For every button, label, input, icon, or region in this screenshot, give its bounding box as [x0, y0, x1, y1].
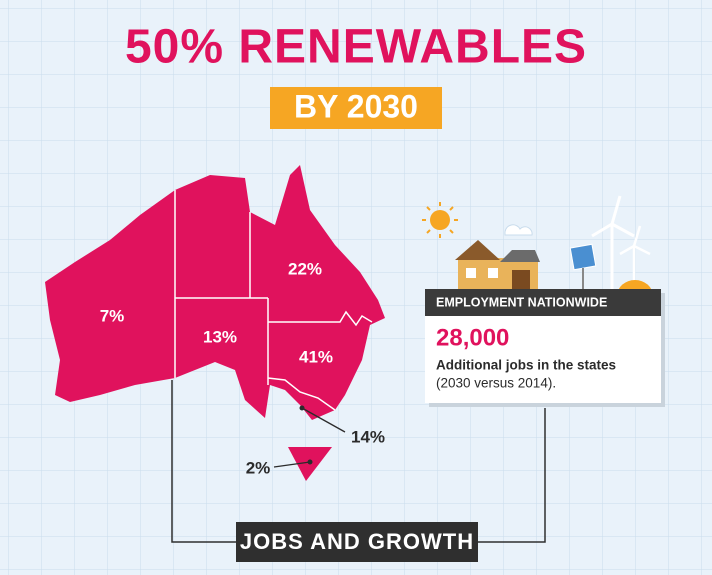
leader-line	[273, 461, 311, 468]
leader-dot	[307, 459, 313, 465]
state-label: 2%	[246, 458, 271, 477]
state-borders	[174, 190, 373, 411]
card-figure: 28,000	[436, 324, 509, 351]
leader-dot	[299, 405, 305, 411]
title: 50% RENEWABLES	[125, 21, 587, 74]
connector	[478, 408, 546, 543]
card-heading: EMPLOYMENT NATIONWIDE	[436, 295, 607, 309]
state-label: 41%	[299, 347, 333, 366]
leader-line	[301, 407, 346, 433]
connector	[171, 380, 238, 543]
footer-box	[236, 522, 478, 562]
australia-map: 7% 13% 22% 41% 14% 2%	[45, 165, 385, 481]
card-header	[425, 289, 661, 316]
state-label: 13%	[203, 327, 237, 346]
state-label: 14%	[351, 427, 385, 446]
footer-label: JOBS AND GROWTH	[240, 529, 474, 554]
mainland	[45, 165, 385, 420]
subtitle-box	[270, 87, 442, 129]
card-line: Additional jobs in the states	[436, 358, 616, 373]
card-line: (2030 versus 2014).	[436, 376, 556, 391]
state-label: 22%	[288, 259, 322, 278]
state-label: 7%	[100, 306, 125, 325]
subtitle: BY 2030	[294, 88, 418, 124]
